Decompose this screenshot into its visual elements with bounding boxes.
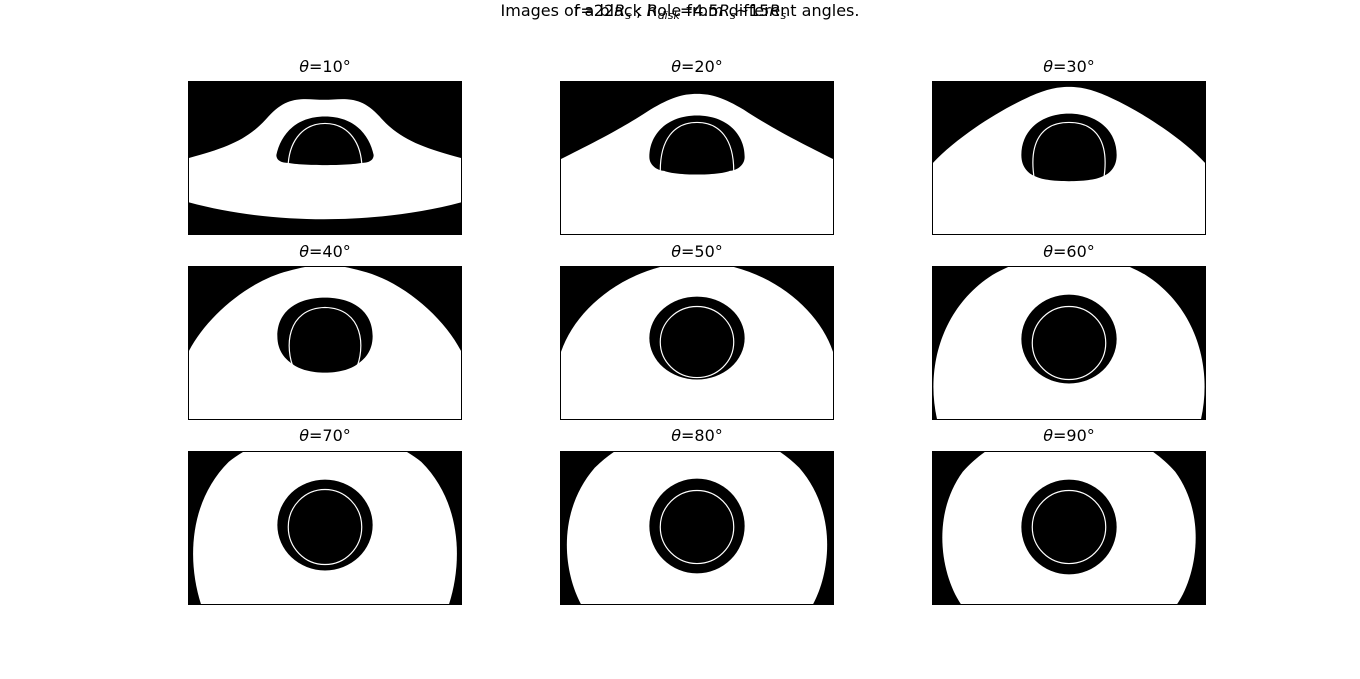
subtitle-inner-radius: =4.5 <box>679 1 719 20</box>
photon-ring <box>288 306 362 370</box>
shadow-region <box>649 296 745 380</box>
black-hole-image-80 <box>560 451 834 605</box>
subtitle-R-outer: R <box>769 1 781 20</box>
black-hole-image-70 <box>188 451 462 605</box>
figure-title: Images of a black hole from different an… <box>500 1 860 20</box>
panel-title-60: θ=60° <box>1043 242 1095 261</box>
black-hole-image-20 <box>560 81 834 235</box>
subtitle-sub-s2: s <box>729 9 736 22</box>
subtitle-outer-radius: ~15 <box>735 1 770 20</box>
panel-title-30: θ=30° <box>1043 57 1095 76</box>
photon-ring <box>659 489 735 565</box>
panel-title-80: θ=80° <box>671 426 723 445</box>
panel-title-40: θ=40° <box>299 242 351 261</box>
subtitle-sub-s3: s <box>780 9 787 22</box>
panel-title-10: θ=10° <box>299 57 351 76</box>
panel-title-50: θ=50° <box>671 242 723 261</box>
panel-title-20: θ=20° <box>671 57 723 76</box>
subtitle-sub-disk: disk <box>657 9 680 22</box>
figure-subtitle: r=22Rs ; Rdisk=4.5Rs~15Rs <box>0 0 1360 27</box>
black-hole-image-50 <box>560 266 834 420</box>
subtitle-r-prefix: r=22 <box>573 1 615 20</box>
photon-ring <box>1031 305 1107 381</box>
photon-ring <box>287 488 363 566</box>
photon-ring <box>1032 121 1106 179</box>
subtitle-sep: ; <box>631 1 647 20</box>
black-hole-image-40 <box>188 266 462 420</box>
subtitle-R: R <box>614 1 626 20</box>
black-hole-image-90 <box>932 451 1206 605</box>
shadow-region <box>1021 294 1117 384</box>
subtitle-sub-s1: s <box>625 9 632 22</box>
photon-ring <box>1031 489 1107 565</box>
shadow-region <box>277 297 373 373</box>
black-hole-image-30 <box>932 81 1206 235</box>
shadow-region <box>276 116 374 166</box>
shadow-region <box>277 479 373 571</box>
subtitle-R-disk: R <box>646 1 658 20</box>
photon-ring <box>659 121 735 171</box>
black-hole-image-60 <box>932 266 1206 420</box>
black-hole-image-10 <box>188 81 462 235</box>
shadow-region <box>649 115 745 175</box>
shadow-bottom <box>670 369 724 379</box>
photon-ring <box>659 305 735 379</box>
shadow-region <box>649 478 745 574</box>
shadow-region <box>1021 479 1117 575</box>
panel-title-70: θ=70° <box>299 426 351 445</box>
subtitle-R-inner: R <box>718 1 730 20</box>
panel-title-90: θ=90° <box>1043 426 1095 445</box>
photon-ring <box>287 122 363 163</box>
